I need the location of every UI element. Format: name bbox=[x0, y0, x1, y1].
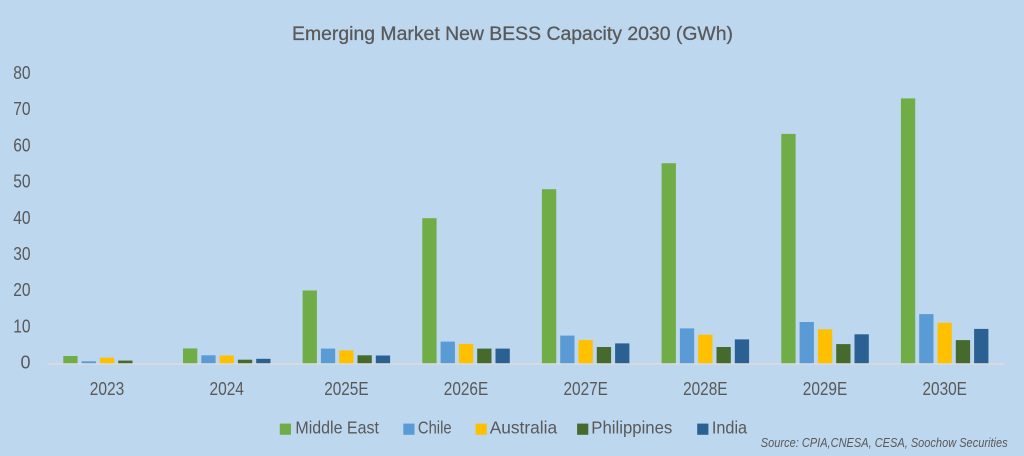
svg-text:2025E: 2025E bbox=[324, 379, 368, 399]
svg-text:2030E: 2030E bbox=[923, 379, 967, 399]
svg-text:2024: 2024 bbox=[209, 379, 244, 399]
svg-text:2026E: 2026E bbox=[444, 379, 488, 399]
svg-text:2028E: 2028E bbox=[683, 379, 727, 399]
svg-text:Philippines: Philippines bbox=[591, 418, 672, 438]
svg-text:0: 0 bbox=[20, 353, 30, 373]
svg-text:2023: 2023 bbox=[90, 379, 125, 399]
svg-text:40: 40 bbox=[13, 208, 30, 228]
svg-text:20: 20 bbox=[13, 280, 30, 300]
svg-text:60: 60 bbox=[13, 135, 30, 155]
svg-text:Middle East: Middle East bbox=[295, 418, 379, 438]
svg-text:10: 10 bbox=[13, 316, 30, 336]
svg-text:Chile: Chile bbox=[418, 418, 452, 438]
svg-text:Australia: Australia bbox=[490, 418, 558, 438]
svg-text:2027E: 2027E bbox=[564, 379, 608, 399]
svg-text:India: India bbox=[712, 418, 747, 438]
svg-text:30: 30 bbox=[13, 244, 30, 264]
svg-text:Source: CPIA,CNESA, CESA, Sooc: Source: CPIA,CNESA, CESA, Soochow Securi… bbox=[761, 436, 1008, 450]
svg-text:2029E: 2029E bbox=[803, 379, 847, 399]
svg-text:70: 70 bbox=[13, 99, 30, 119]
svg-text:Emerging Market New BESS Capac: Emerging Market New BESS Capacity 2030 (… bbox=[292, 23, 733, 45]
svg-text:80: 80 bbox=[13, 63, 30, 83]
svg-text:50: 50 bbox=[13, 172, 30, 192]
